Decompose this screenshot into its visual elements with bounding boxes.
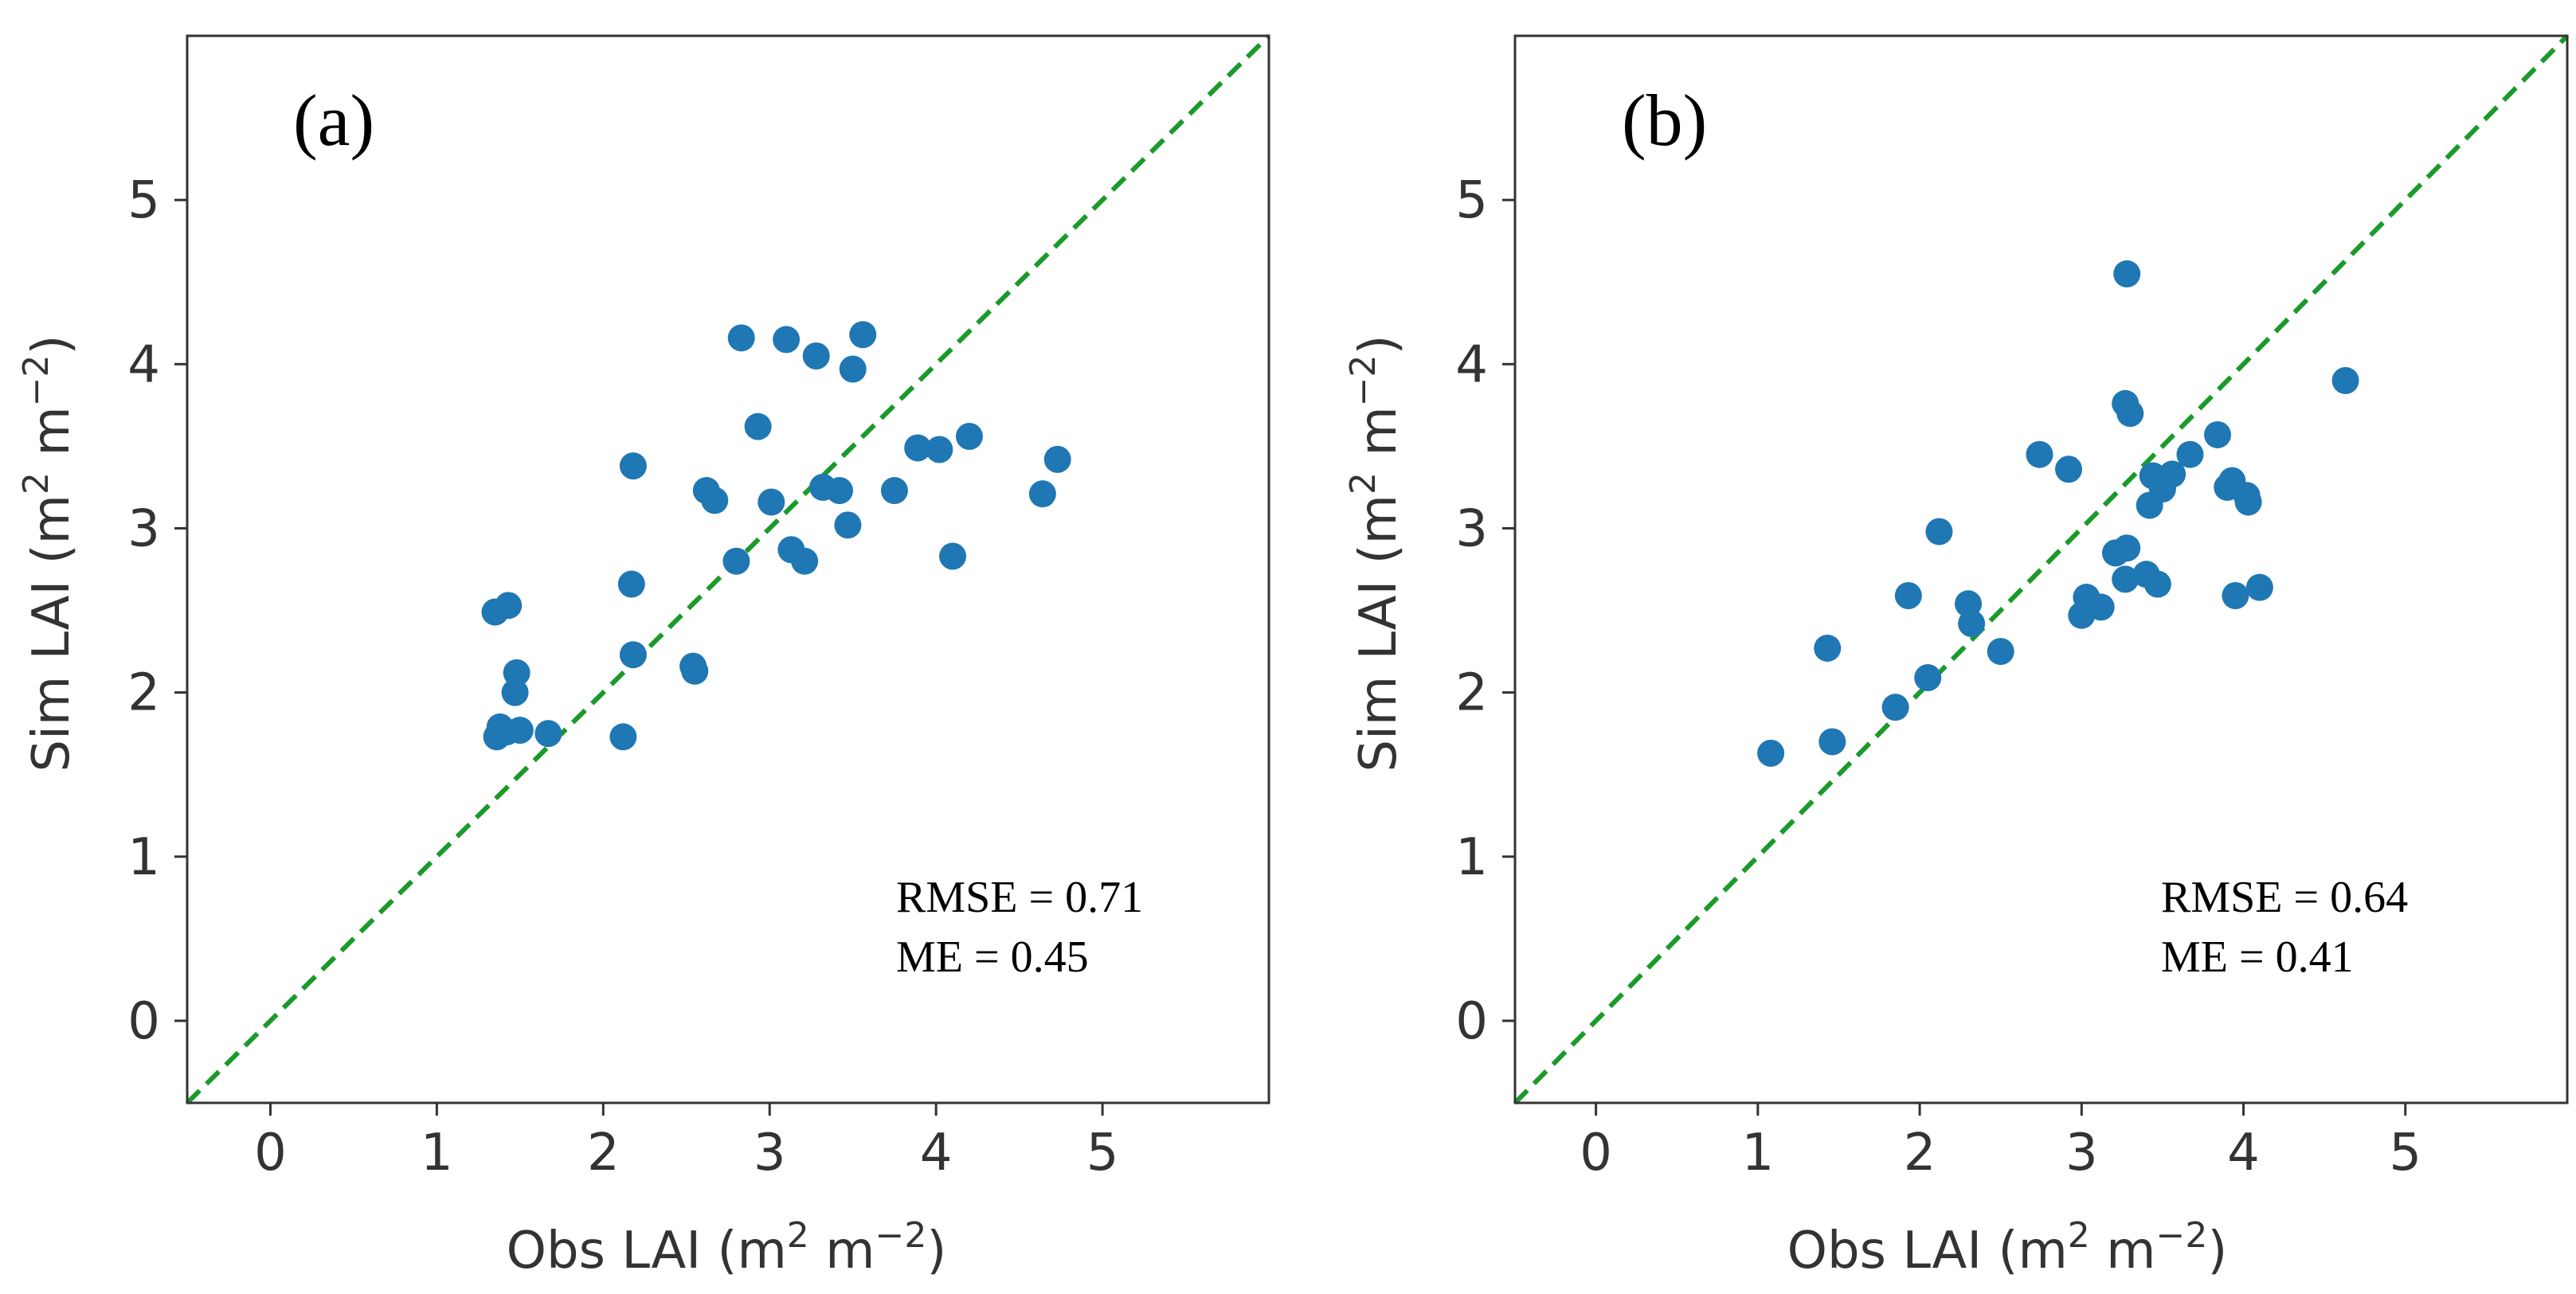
- panel-a-data-point: [802, 342, 830, 369]
- panel-a-data-point: [495, 592, 523, 620]
- panel-a-data-point: [617, 570, 645, 598]
- panel-a-data-point: [834, 511, 862, 539]
- panel-b-rmse: RMSE = 0.64: [2161, 873, 2408, 922]
- panel-b-axes-frame: [1513, 34, 2569, 1104]
- panel-b-data-point: [2112, 565, 2139, 593]
- panel-a-x-tick-label: 1: [421, 1124, 453, 1183]
- panel-a-axes-frame: [186, 34, 1270, 1104]
- panel-b-y-tick-label: 5: [1455, 171, 1488, 230]
- panel-b-data-point: [1881, 694, 1909, 721]
- panel-a-y-tick-label: 4: [127, 335, 160, 394]
- panel-a-data-point: [839, 355, 867, 383]
- panel-a-data-point: [904, 434, 932, 462]
- panel-a-data-point: [506, 717, 534, 745]
- panel-a-data-point: [773, 326, 801, 354]
- panel-b-data-point: [2055, 455, 2083, 483]
- panel-b-data-point: [2176, 440, 2204, 468]
- panel-b: 0 1 2 3 4 5 0 1 2 3 4 5 (b) RMSE = 0.64 ME = 0.41 O…: [1343, 33, 2570, 1280]
- panel-a-y-axis-title: Sim LAI (m2 m−2): [16, 334, 81, 772]
- panel-a-data-point: [1028, 480, 1056, 508]
- panel-a-me: ME = 0.45: [896, 932, 1089, 982]
- panel-a-data-point: [534, 720, 562, 748]
- panel-a-y-tick-label: 3: [127, 499, 160, 558]
- panel-b-data-point: [2087, 593, 2115, 621]
- panel-a-data-point: [609, 723, 637, 751]
- panel-b-data-point: [2143, 570, 2171, 598]
- panel-b-x-tick-label: 3: [2065, 1124, 2098, 1183]
- panel-a-data-point: [619, 452, 647, 480]
- panel-b-y-tick-label: 0: [1455, 992, 1488, 1051]
- panel-b-data-point: [2116, 400, 2144, 428]
- panel-b-y-tick-label: 1: [1455, 828, 1488, 887]
- panel-b-data-point: [2026, 440, 2053, 468]
- panel-a-data-point: [681, 657, 709, 685]
- panel-b-data-point: [2331, 366, 2359, 394]
- panel-a-data-point: [825, 477, 853, 505]
- panel-b-x-tick-label: 2: [1904, 1124, 1936, 1183]
- panel-b-label: (b): [1622, 80, 1707, 161]
- panel-a-y-tick-label: 0: [127, 992, 160, 1051]
- panel-b-data-point: [2159, 460, 2186, 488]
- panel-a-x-tick-label: 4: [920, 1124, 953, 1183]
- panel-a-y-tick-label: 1: [127, 828, 160, 887]
- panel-b-x-tick-label: 0: [1580, 1124, 1612, 1183]
- panel-a-data-point: [701, 487, 729, 514]
- panel-b-x-axis-title: Obs LAI (m2 m−2): [1787, 1215, 2228, 1280]
- panel-a-y-tick-label: 2: [127, 664, 160, 723]
- panel-a-x-axis-title: Obs LAI (m2 m−2): [507, 1215, 947, 1280]
- panel-a-data-point: [744, 412, 772, 440]
- panel-b-data-point: [2234, 488, 2262, 516]
- panel-b-data-point: [2222, 581, 2249, 609]
- panel-a-x-tick-label: 0: [254, 1124, 287, 1183]
- panel-a-data-point: [926, 436, 953, 463]
- panel-b-data-point: [1925, 518, 1953, 545]
- panel-b-y-tick-label: 3: [1455, 499, 1488, 558]
- panel-b-x-tick-label: 4: [2227, 1124, 2260, 1183]
- panel-b-data-point: [1958, 610, 1986, 638]
- panel-a-data-point: [791, 547, 819, 575]
- panel-a: 0 1 2 3 4 5 0 1 2 3 4 5 (a) RMSE = 0.71 ME = 0.45 O…: [16, 33, 1271, 1280]
- panel-a-y-tick-label: 5: [127, 171, 160, 230]
- panel-a-x-tick-label: 5: [1086, 1124, 1119, 1183]
- panel-b-data-point: [2245, 573, 2273, 601]
- panel-b-data-point: [1894, 581, 1922, 609]
- panel-a-data-point: [727, 324, 755, 352]
- panel-b-reference-line: [1513, 33, 2570, 1105]
- panel-a-data-point: [722, 547, 750, 575]
- panel-b-x-tick-label: 5: [2389, 1124, 2421, 1183]
- panel-a-data-point: [880, 477, 908, 505]
- panel-a-data-point: [501, 678, 529, 706]
- panel-b-data-point: [1818, 728, 1846, 756]
- panel-b-data-point: [1814, 634, 1842, 662]
- panel-a-data-point: [849, 321, 877, 349]
- panel-b-y-tick-label: 2: [1455, 664, 1488, 723]
- panel-a-rmse: RMSE = 0.71: [896, 873, 1143, 922]
- panel-b-data-point: [2113, 260, 2141, 287]
- panel-a-x-tick-label: 3: [754, 1124, 786, 1183]
- panel-b-data-point: [2113, 534, 2141, 562]
- panel-a-data-point: [955, 423, 983, 451]
- panel-b-y-tick-label: 4: [1455, 335, 1488, 394]
- panel-a-x-tick-label: 2: [587, 1124, 620, 1183]
- panel-a-data-point: [619, 641, 647, 669]
- panel-a-data-point: [1043, 445, 1071, 473]
- panel-b-x-tick-label: 1: [1741, 1124, 1774, 1183]
- panel-a-data-point: [758, 488, 785, 516]
- panel-b-data-point: [2204, 420, 2232, 448]
- panel-a-data-point: [939, 542, 967, 570]
- panel-b-plot-area: 0 1 2 3 4 5 0 1 2 3 4 5: [1455, 33, 2570, 1183]
- panel-b-data-point: [1757, 739, 1785, 767]
- panel-b-data-point: [1987, 638, 2014, 666]
- panel-a-label: (a): [293, 80, 374, 161]
- panel-a-plot-area: 0 1 2 3 4 5 0 1 2 3 4 5: [127, 33, 1271, 1183]
- panel-b-y-axis-title: Sim LAI (m2 m−2): [1343, 334, 1408, 772]
- panel-a-data-point: [503, 659, 530, 686]
- panel-b-me: ME = 0.41: [2161, 932, 2354, 982]
- panel-b-data-point: [1914, 664, 1942, 692]
